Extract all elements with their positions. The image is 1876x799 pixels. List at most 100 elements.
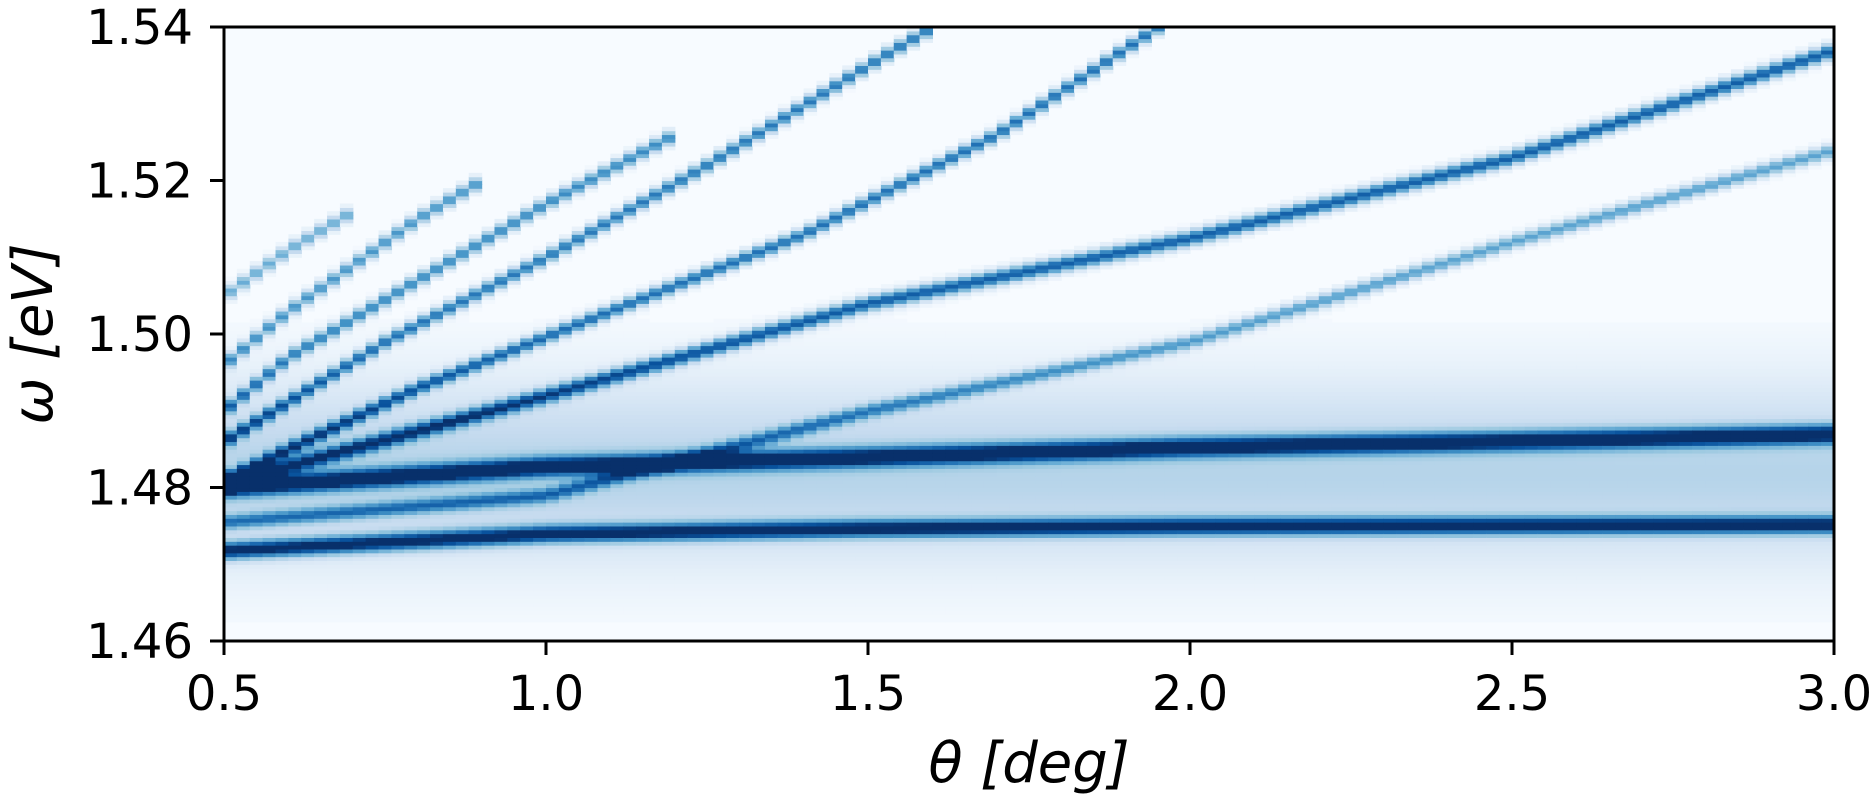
heatmap-cell: [700, 537, 715, 542]
heatmap-cell: [507, 568, 521, 573]
heatmap-cell: [803, 410, 818, 416]
heatmap-cell: [868, 50, 882, 55]
heatmap-cell: [275, 522, 289, 527]
heatmap-cell: [661, 594, 676, 600]
heatmap-cell: [301, 241, 315, 247]
heatmap-cell: [777, 326, 792, 331]
heatmap-cell: [661, 383, 676, 389]
heatmap-cell: [442, 449, 457, 454]
heatmap-cell: [275, 372, 289, 377]
heatmap-cell: [584, 414, 599, 420]
heatmap-cell: [533, 403, 547, 408]
heatmap-cell: [880, 610, 895, 615]
heatmap-cell: [571, 418, 586, 423]
heatmap-cell: [301, 460, 315, 466]
heatmap-cell: [636, 606, 650, 611]
heatmap-cell: [546, 249, 560, 255]
heatmap-cell: [571, 449, 586, 454]
heatmap-cell: [327, 475, 341, 481]
heatmap-cell: [442, 334, 457, 339]
heatmap-cell: [777, 449, 792, 454]
heatmap-cell: [533, 341, 547, 347]
heatmap-cell: [262, 614, 277, 619]
heatmap-cell: [520, 215, 534, 220]
heatmap-cell: [868, 368, 882, 373]
heatmap-cell: [417, 218, 431, 224]
heatmap-cell: [430, 357, 444, 362]
heatmap-cell: [236, 598, 251, 604]
heatmap-cell: [687, 172, 702, 178]
heatmap-cell: [442, 617, 457, 623]
heatmap-cell: [533, 357, 547, 362]
heatmap-cell: [571, 464, 586, 469]
heatmap-cell: [855, 529, 869, 535]
heatmap-cell: [288, 291, 302, 297]
heatmap-cell: [455, 560, 470, 565]
heatmap-cell: [546, 518, 560, 523]
heatmap-cell: [507, 418, 521, 423]
heatmap-cell: [288, 541, 302, 546]
heatmap-cell: [417, 560, 431, 565]
heatmap-cell: [893, 456, 908, 462]
heatmap-cell: [236, 472, 251, 477]
heatmap-cell: [803, 525, 818, 531]
heatmap-cell: [546, 349, 560, 354]
heatmap-cell: [739, 341, 753, 347]
heatmap-cell: [764, 122, 779, 128]
heatmap-cell: [249, 460, 264, 466]
heatmap-cell: [855, 598, 869, 604]
heatmap-cell: [649, 395, 663, 400]
heatmap-cell: [855, 445, 869, 450]
heatmap-cell: [661, 552, 676, 558]
heatmap-cell: [571, 548, 586, 554]
heatmap-cell: [288, 460, 302, 466]
heatmap-cell: [687, 410, 702, 416]
heatmap-cell: [442, 502, 457, 508]
heatmap-cell: [880, 617, 895, 623]
heatmap-cell: [842, 69, 856, 74]
heatmap-cell: [636, 157, 650, 162]
heatmap-cell: [314, 341, 328, 347]
heatmap-cell: [584, 180, 599, 185]
heatmap-cell: [352, 575, 367, 581]
heatmap-cell: [262, 460, 277, 466]
heatmap-cell: [546, 422, 560, 427]
heatmap-cell: [262, 552, 277, 558]
heatmap-cell: [752, 452, 766, 458]
heatmap-cell: [571, 368, 586, 373]
heatmap-cell: [636, 138, 650, 143]
heatmap-cell: [636, 203, 650, 208]
heatmap-cell: [700, 552, 715, 558]
heatmap-cell: [803, 372, 818, 377]
heatmap-cell: [301, 452, 315, 458]
heatmap-cell: [507, 541, 521, 546]
heatmap-cell: [752, 314, 766, 320]
heatmap-cell: [868, 330, 882, 335]
heatmap-cell: [868, 314, 882, 320]
heatmap-cell: [868, 514, 882, 519]
heatmap-cell: [649, 357, 663, 362]
heatmap-cell: [481, 234, 496, 239]
heatmap-cell: [404, 491, 418, 496]
heatmap-cell: [610, 522, 624, 527]
heatmap-cell: [391, 552, 405, 558]
heatmap-cell: [327, 349, 341, 354]
heatmap-cell: [430, 406, 444, 412]
heatmap-cell: [739, 145, 753, 151]
heatmap-cell: [842, 307, 856, 312]
heatmap-cell: [842, 472, 856, 477]
heatmap-cell: [687, 372, 702, 377]
heatmap-cell: [249, 591, 264, 596]
heatmap-cell: [558, 192, 573, 197]
heatmap-cell: [520, 203, 534, 208]
heatmap-cell: [752, 568, 766, 573]
heatmap-cell: [352, 445, 367, 450]
heatmap-cell: [301, 337, 315, 343]
heatmap-cell: [249, 579, 264, 585]
heatmap-cell: [764, 368, 779, 373]
heatmap-cell: [288, 594, 302, 600]
heatmap-cell: [777, 487, 792, 492]
heatmap-cell: [661, 410, 676, 416]
heatmap-cell: [584, 541, 599, 546]
heatmap-cell: [764, 445, 779, 450]
